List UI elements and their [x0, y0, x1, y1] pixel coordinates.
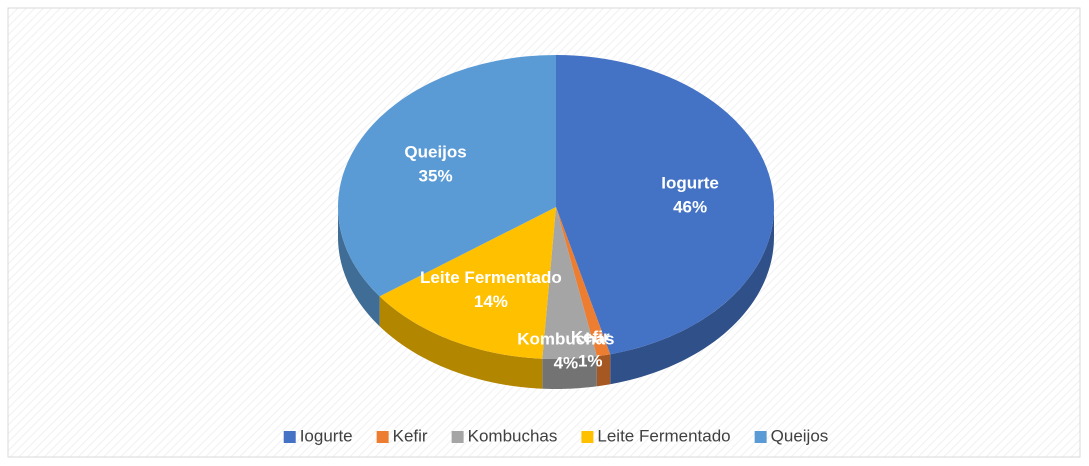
slice	[379, 207, 556, 359]
pie-sides	[338, 207, 774, 389]
legend-swatch	[451, 431, 464, 443]
slice-side	[542, 356, 597, 389]
legend-label: Queijos	[771, 426, 829, 445]
data-label-category: Iogurte	[661, 174, 719, 193]
legend: Iogurte Kefir Kombuchas Leite Fermentado Que…	[283, 426, 829, 445]
slice	[338, 55, 556, 297]
data-label-category: Queijos	[404, 143, 466, 162]
legend-swatch	[581, 431, 594, 443]
legend-label: Leite Fermentado	[597, 426, 730, 445]
data-label-value: 35%	[419, 167, 453, 186]
data-label-category: Leite Fermentado	[420, 268, 562, 287]
data-label-category: Kombuchas	[517, 330, 614, 349]
data-label-value: 46%	[673, 198, 707, 217]
slice	[542, 207, 597, 359]
slice-side	[596, 354, 611, 387]
legend-swatch	[754, 431, 767, 443]
pie-tops	[338, 55, 774, 359]
legend-swatch	[283, 431, 296, 443]
slice-side	[379, 296, 543, 389]
slice	[556, 55, 774, 355]
slice-side	[610, 207, 774, 385]
slice	[556, 207, 611, 357]
legend-label: Kombuchas	[468, 426, 558, 445]
data-label-category: Kefir	[571, 327, 610, 346]
data-label-value: 14%	[474, 292, 508, 311]
slice-side	[338, 207, 380, 327]
legend-label: Kefir	[393, 426, 428, 445]
data-label-value: 1%	[578, 351, 603, 370]
data-labels: Iogurte 46% Kefir 1% Kombuchas 4% Leite Fermen…	[404, 143, 719, 373]
data-label-value: 4%	[554, 354, 579, 373]
legend-swatch	[376, 431, 389, 443]
legend-label: Iogurte	[300, 426, 353, 445]
